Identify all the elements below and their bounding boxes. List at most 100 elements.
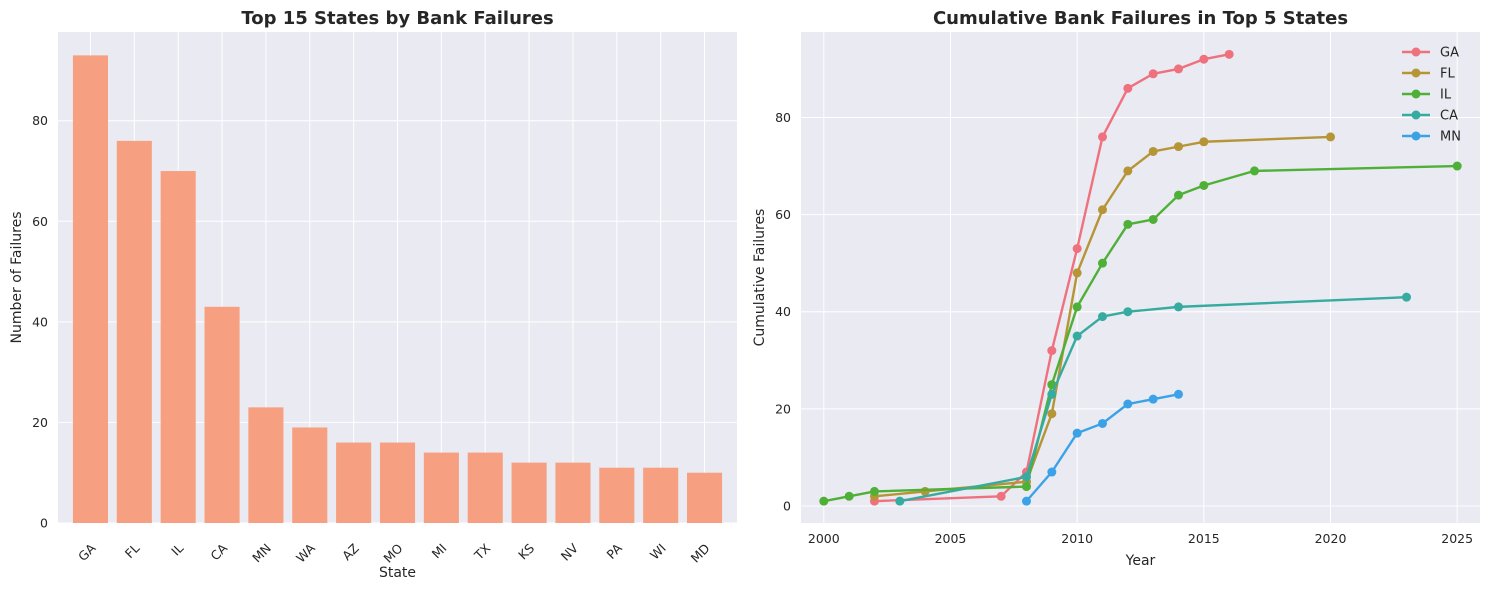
- line-chart-y-tick-label: 60: [775, 207, 791, 222]
- data-point: [1250, 166, 1260, 176]
- data-point: [1072, 268, 1082, 278]
- data-point: [1047, 409, 1057, 419]
- bar-chart-x-tick-label: WA: [293, 540, 318, 565]
- bar-chart-y-tick-label: 60: [32, 214, 48, 229]
- line-chart-grid: [801, 32, 1480, 523]
- line-chart-legend: GA FL IL CA MN: [1402, 46, 1461, 145]
- data-point: [1326, 132, 1336, 142]
- series-line: [899, 295, 1407, 503]
- data-point: [1123, 399, 1133, 409]
- bar-chart-x-tick-label: WI: [647, 541, 669, 563]
- legend-label: GA: [1440, 46, 1459, 61]
- data-point: [869, 486, 879, 496]
- data-point: [1072, 244, 1082, 254]
- line-chart-panel: 2000 2005 2010 2015 2020 2025 0 20 40 60 80 GA FL I…: [752, 8, 1480, 569]
- bar: [204, 306, 240, 523]
- bar: [599, 467, 635, 523]
- bar-chart-x-tick-label: PA: [604, 540, 626, 562]
- data-point: [1452, 161, 1462, 171]
- data-point: [1148, 146, 1158, 156]
- legend-entry: GA: [1402, 46, 1459, 61]
- bar: [160, 171, 196, 523]
- bar-chart-x-tick-label: MI: [429, 541, 450, 562]
- line-chart-x-axis-label: Year: [1125, 553, 1156, 569]
- legend-marker: [1411, 47, 1421, 57]
- data-point: [1097, 258, 1107, 268]
- legend-marker: [1411, 131, 1421, 141]
- data-point: [1199, 54, 1209, 64]
- bar-chart-x-tick-label: TX: [471, 540, 494, 563]
- bar-chart-x-tick-label: MO: [380, 540, 405, 565]
- data-point: [1174, 64, 1184, 74]
- line-chart-plot-area: [801, 32, 1480, 523]
- data-point: [1072, 302, 1082, 312]
- data-point: [1021, 482, 1031, 492]
- data-point: [1047, 467, 1057, 477]
- line-chart-y-tick-label: 80: [775, 110, 791, 125]
- data-point: [1199, 137, 1209, 147]
- line-chart-x-tick-label: 2010: [1061, 531, 1093, 546]
- bar-chart-x-axis-label: State: [379, 565, 416, 581]
- data-point: [1148, 69, 1158, 79]
- bar: [686, 472, 723, 523]
- line-chart-x-tick-label: 2015: [1188, 531, 1220, 546]
- line-chart-x-tick-label: 2020: [1315, 531, 1347, 546]
- legend-marker: [1411, 110, 1421, 120]
- bar-chart-x-tick-label: MD: [688, 541, 713, 566]
- data-point: [1174, 190, 1184, 200]
- line-chart-x-tick-label: 2005: [935, 531, 967, 546]
- bar-chart-y-tick-label: 0: [40, 516, 48, 531]
- series-mn: [1021, 389, 1184, 506]
- data-point: [1174, 302, 1184, 312]
- data-point: [1123, 166, 1133, 176]
- line-chart-y-tick-label: 40: [775, 304, 791, 319]
- data-point: [1123, 219, 1133, 229]
- bar-chart-y-ticks: 0 20 40 60 80: [32, 113, 48, 530]
- data-point: [844, 491, 854, 501]
- bar-chart-x-tick-label: GA: [75, 540, 99, 564]
- bar: [511, 462, 547, 523]
- data-point: [1047, 346, 1057, 356]
- bar-chart-bars: [72, 55, 723, 524]
- data-point: [895, 496, 905, 506]
- bar: [643, 467, 679, 523]
- legend-entry: FL: [1402, 67, 1455, 82]
- data-point: [1123, 307, 1133, 317]
- data-point: [1402, 292, 1412, 302]
- data-point: [1174, 142, 1184, 152]
- bar-chart-y-tick-label: 20: [32, 415, 48, 430]
- legend-label: MN: [1440, 130, 1461, 145]
- data-point: [1072, 428, 1082, 438]
- bar-chart-title: Top 15 States by Bank Failures: [241, 8, 553, 29]
- bar-chart-x-tick-label: CA: [207, 540, 230, 563]
- line-chart-y-tick-label: 20: [775, 401, 791, 416]
- line-chart-title: Cumulative Bank Failures in Top 5 States: [933, 8, 1348, 29]
- bar: [292, 427, 328, 523]
- bar: [467, 452, 503, 523]
- line-chart-y-tick-label: 0: [783, 499, 791, 514]
- bar-chart-x-tick-label: NV: [558, 540, 582, 564]
- data-point: [1097, 132, 1107, 142]
- series-ca: [895, 292, 1412, 506]
- bar-chart-x-tick-label: IL: [168, 540, 186, 558]
- data-point: [1199, 180, 1209, 190]
- bar-chart-x-tick-label: FL: [122, 540, 143, 561]
- bar: [555, 462, 591, 523]
- bar-chart-x-tick-label: AZ: [339, 541, 362, 564]
- bar: [423, 452, 459, 523]
- bar-chart-y-tick-label: 80: [32, 113, 48, 128]
- data-point: [996, 491, 1006, 501]
- data-point: [819, 496, 829, 506]
- data-point: [1021, 496, 1031, 506]
- data-point: [1224, 49, 1234, 59]
- bar-chart-y-tick-label: 40: [32, 314, 48, 329]
- bar: [336, 442, 372, 523]
- legend-marker: [1411, 68, 1421, 78]
- bar: [72, 55, 109, 523]
- bar: [379, 442, 416, 523]
- bar-chart-panel: GA FL IL CA MN WA AZ MO MI TX KS NV PA WI MD 0 20 40 60 80…: [9, 8, 737, 581]
- data-point: [1174, 389, 1184, 399]
- series-il: [819, 161, 1462, 506]
- data-point: [1097, 418, 1107, 428]
- bar-chart-y-axis-label: Number of Failures: [9, 212, 25, 344]
